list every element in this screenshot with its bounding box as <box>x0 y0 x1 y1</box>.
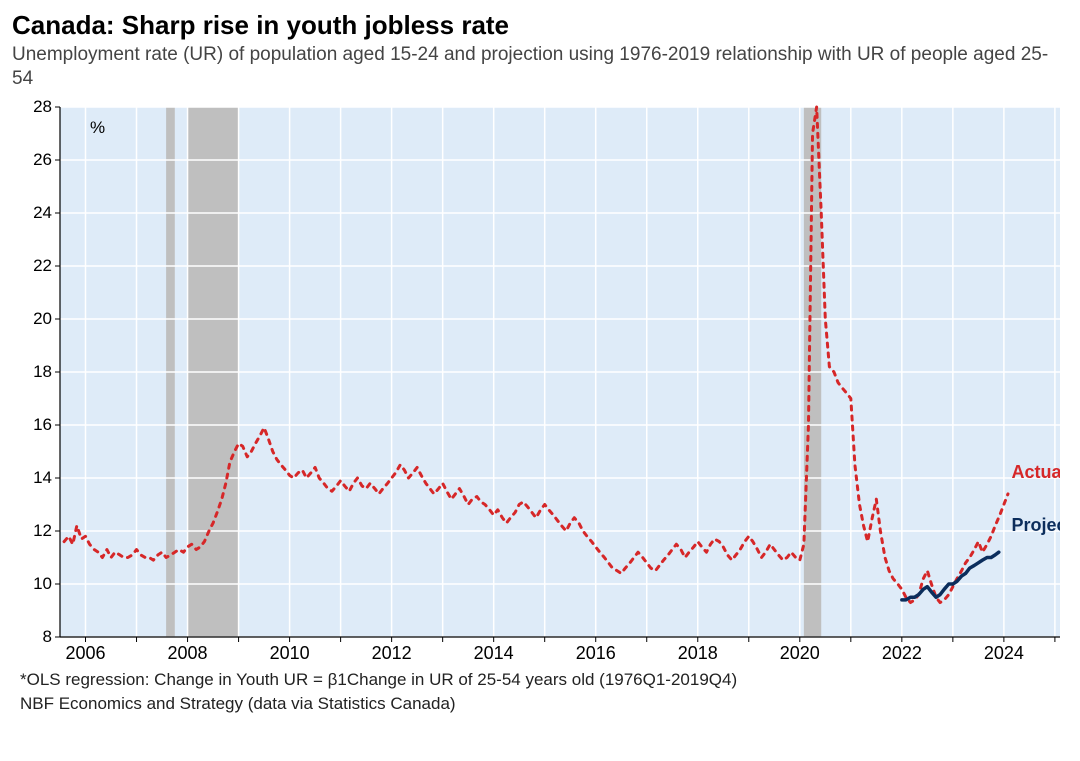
ytick-label-20: 20 <box>33 309 52 328</box>
xtick-label-2014: 2014 <box>474 643 514 663</box>
xtick-label-2008: 2008 <box>168 643 208 663</box>
ytick-label-16: 16 <box>33 415 52 434</box>
ytick-label-18: 18 <box>33 362 52 381</box>
ytick-label-22: 22 <box>33 256 52 275</box>
chart-title: Canada: Sharp rise in youth jobless rate <box>12 10 1068 41</box>
series-label-actual: Actual <box>1012 462 1060 482</box>
ytick-label-26: 26 <box>33 150 52 169</box>
chart-subtitle: Unemployment rate (UR) of population age… <box>12 43 1052 91</box>
xtick-label-2018: 2018 <box>678 643 718 663</box>
xtick-label-2022: 2022 <box>882 643 922 663</box>
unit-label: % <box>90 118 105 137</box>
xtick-label-2024: 2024 <box>984 643 1024 663</box>
ytick-label-28: 28 <box>33 97 52 116</box>
xtick-label-2012: 2012 <box>372 643 412 663</box>
ytick-label-12: 12 <box>33 521 52 540</box>
ytick-label-24: 24 <box>33 203 52 222</box>
xtick-label-2010: 2010 <box>270 643 310 663</box>
ytick-label-8: 8 <box>43 627 52 646</box>
ytick-label-14: 14 <box>33 468 52 487</box>
series-label-projection: Projection* <box>1012 515 1060 535</box>
xtick-label-2016: 2016 <box>576 643 616 663</box>
footnote-line-1: *OLS regression: Change in Youth UR = β1… <box>20 669 1068 692</box>
ytick-label-10: 10 <box>33 574 52 593</box>
footnote-line-2: NBF Economics and Strategy (data via Sta… <box>20 693 1068 716</box>
chart-container: 8101214161820222426282006200820102012201… <box>20 97 1060 667</box>
xtick-label-2020: 2020 <box>780 643 820 663</box>
xtick-label-2006: 2006 <box>65 643 105 663</box>
chart-svg: 8101214161820222426282006200820102012201… <box>20 97 1060 667</box>
